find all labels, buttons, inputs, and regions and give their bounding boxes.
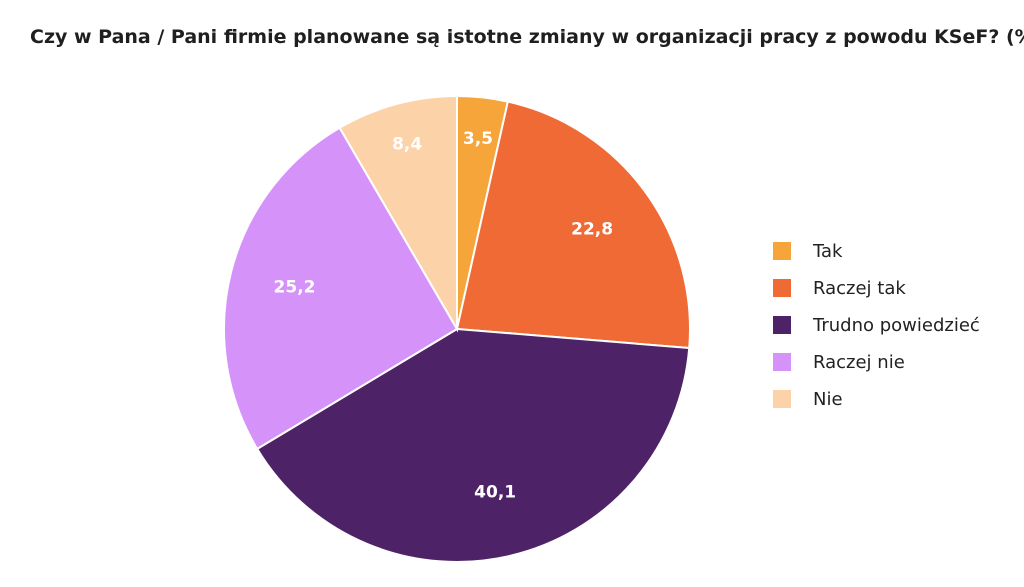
legend-swatch (773, 279, 791, 297)
pie-value-labels: 3,5 22,8 40,1 25,2 8,4 (274, 129, 614, 502)
legend-swatch (773, 242, 791, 260)
legend-label: Raczej tak (813, 277, 906, 299)
pie-slices (223, 94, 691, 563)
pie-slice-5 (338, 94, 458, 333)
slice-value-label: 22,8 (571, 220, 613, 240)
legend-item: Trudno powiedzieć (773, 314, 980, 336)
legend-swatch (773, 353, 791, 371)
legend-label: Raczej nie (813, 351, 905, 373)
legend-item: Raczej nie (773, 351, 980, 373)
legend-label: Nie (813, 388, 843, 410)
legend-label: Tak (813, 240, 843, 262)
legend-swatch (773, 390, 791, 408)
slice-value-label: 40,1 (474, 482, 516, 502)
legend-item: Nie (773, 388, 980, 410)
legend-swatch (773, 316, 791, 334)
slice-value-label: 8,4 (392, 135, 422, 155)
legend: Tak Raczej tak Trudno powiedzieć Raczej nie… (773, 240, 980, 410)
chart-title: Czy w Pana / Pani firmie planowane są is… (30, 26, 1024, 48)
slice-value-label: 25,2 (274, 277, 316, 297)
legend-item: Raczej tak (773, 277, 980, 299)
legend-item: Tak (773, 240, 980, 262)
pie-slice-2 (455, 100, 691, 350)
pie-slice-3 (255, 327, 691, 563)
legend-label: Trudno powiedzieć (813, 314, 980, 336)
slice-value-label: 3,5 (463, 129, 493, 149)
pie-slice-4 (223, 126, 459, 451)
